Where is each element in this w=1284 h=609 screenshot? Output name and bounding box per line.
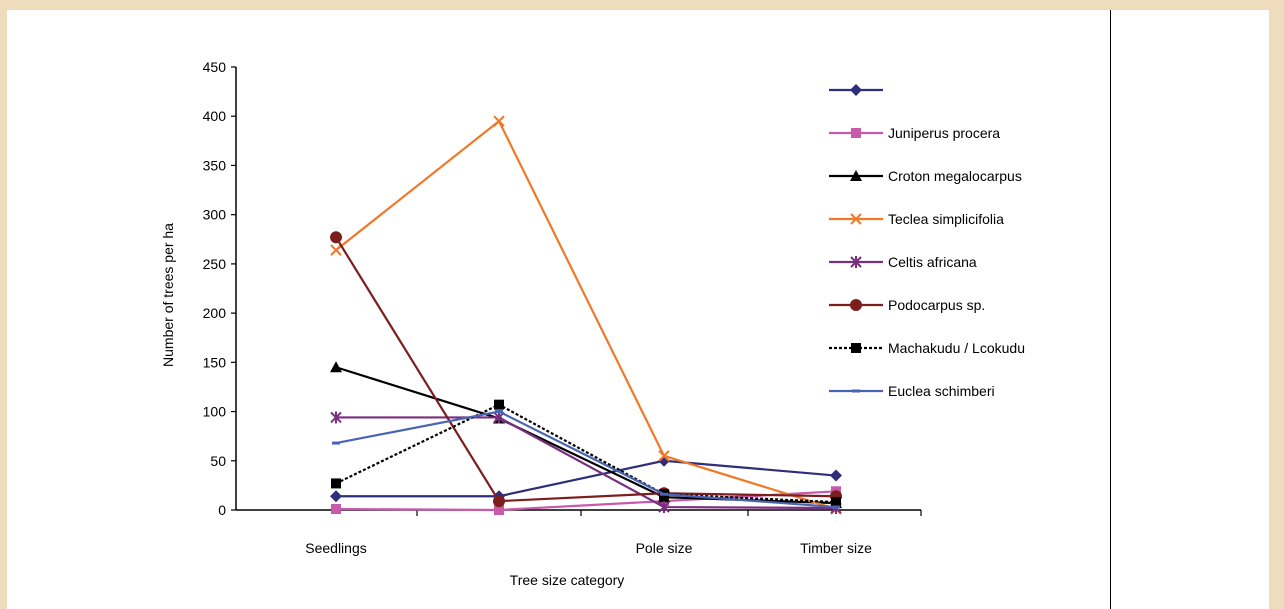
y-axis-label: Number of trees per ha [160,223,176,367]
marker-dash [832,505,840,509]
legend-item: Machakudu / Lcokudu [829,340,1025,356]
legend-label: Machakudu / Lcokudu [888,340,1025,356]
chart-panel: 0 50 100 150 200 250 300 350 400 450 Seedlings Pole… [7,10,1269,609]
legend-label: Juniperus procera [888,125,1000,141]
marker-square [494,399,504,410]
marker-dash [332,441,340,445]
marker-diamond [850,84,862,96]
marker-x [850,213,862,225]
marker-square [831,497,841,508]
marker-star [850,256,862,268]
y-tick-label: 50 [210,453,226,469]
y-tick-label: 0 [218,502,226,518]
marker-diamond [830,469,842,482]
marker-circle [493,495,505,508]
legend-item: Euclea schimberi [829,383,995,399]
y-tick-label: 250 [203,256,227,272]
marker-x [330,244,342,256]
marker-triangle [330,361,342,373]
series-4 [330,411,842,515]
legend-item [829,84,883,96]
x-tick-label: Pole size [636,540,693,556]
legend-label: Celtis africana [888,254,977,270]
series-lines [330,115,842,515]
marker-square [851,128,861,138]
y-tick-label: 400 [203,108,227,124]
legend-item: Celtis africana [829,254,977,270]
marker-dash [495,410,503,414]
marker-circle [850,299,862,311]
panel-divider [1110,10,1111,609]
chart-axes: 0 50 100 150 200 250 300 350 400 450 Seedlings Pole… [203,59,922,556]
series-6 [331,399,841,508]
marker-square [331,504,341,515]
series-7 [332,410,840,509]
marker-square [331,478,341,489]
legend-label: Croton megalocarpus [888,168,1022,184]
marker-dash [660,492,668,496]
series-line [335,403,837,504]
marker-x [493,115,505,127]
series-line [335,119,837,511]
series-line [335,410,837,509]
legend-item: Podocarpus sp. [829,297,985,313]
y-tick-label: 300 [203,207,227,223]
x-tick-label: Seedlings [305,540,367,556]
y-tick-label: 350 [203,157,227,173]
marker-star [330,411,342,424]
marker-circle [330,231,342,244]
legend-item: Teclea simplicifolia [829,211,1004,227]
series-line [335,366,837,505]
marker-dash [852,389,860,393]
marker-square [851,343,861,353]
x-tick-label: Timber size [800,540,872,556]
marker-x [658,450,670,462]
series-line [336,459,837,498]
legend-label: Podocarpus sp. [888,297,985,313]
x-axis-label: Tree size category [510,572,625,588]
legend-item: Juniperus procera [829,125,1000,141]
legend-label: Euclea schimberi [888,383,995,399]
marker-star [658,501,670,514]
marker-triangle [850,170,862,181]
legend: Juniperus procera Croton megalocarpus Tecl… [829,84,1025,399]
y-tick-label: 450 [203,59,227,75]
series-line [335,490,837,512]
y-tick-label: 200 [203,305,227,321]
marker-diamond [330,490,342,503]
legend-label: Teclea simplicifolia [888,211,1004,227]
y-tick-label: 150 [203,354,227,370]
legend-item: Croton megalocarpus [829,168,1022,184]
series-line [335,236,837,503]
marker-square [494,505,504,515]
line-chart: 0 50 100 150 200 250 300 350 400 450 Seedlings Pole… [160,59,1025,588]
y-tick-label: 100 [203,404,227,420]
series-line [336,416,837,510]
